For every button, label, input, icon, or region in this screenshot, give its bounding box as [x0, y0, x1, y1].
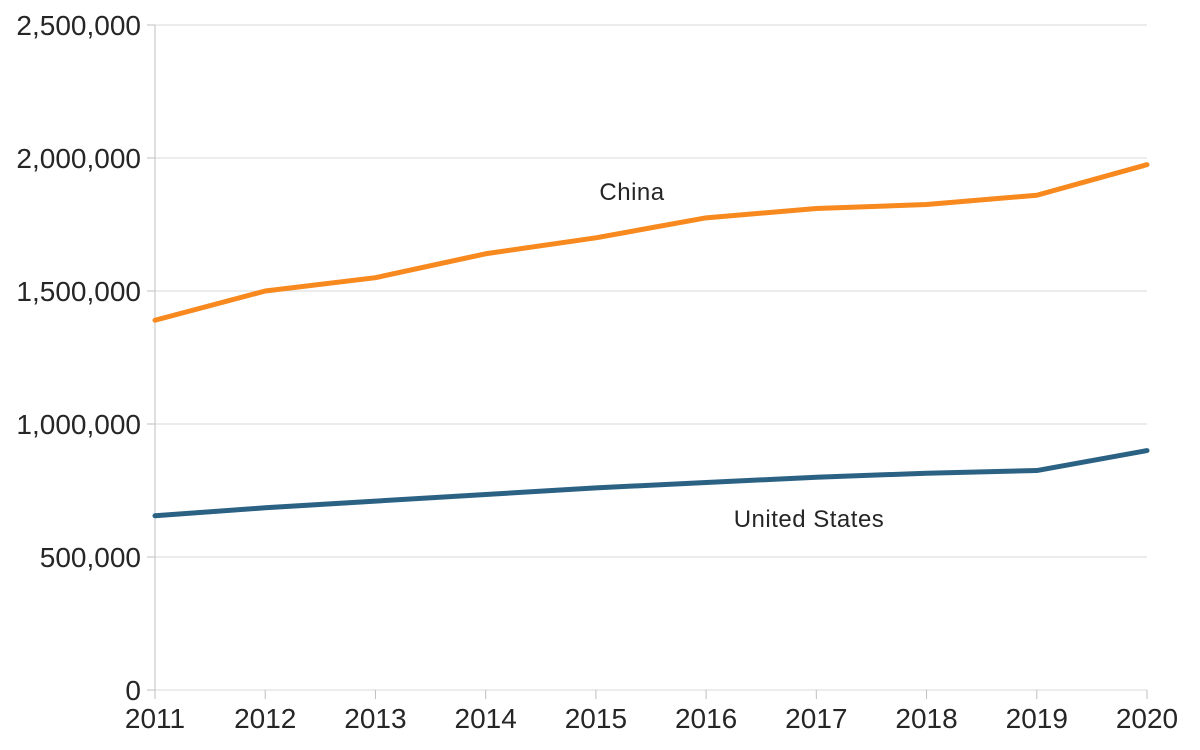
series-label-china: China: [599, 179, 665, 206]
x-axis-tick-label: 2013: [344, 703, 406, 734]
y-axis-tick-label: 2,500,000: [16, 10, 141, 41]
x-axis-tick-label: 2011: [125, 703, 185, 734]
y-axis-tick-label: 0: [125, 675, 141, 706]
x-axis-tick-label: 2012: [234, 703, 296, 734]
y-axis-tick-label: 500,000: [40, 542, 141, 573]
x-axis-tick-label: 2019: [1006, 703, 1068, 734]
x-axis-tick-label: 2018: [895, 703, 957, 734]
x-axis-tick-label: 2020: [1116, 703, 1178, 734]
y-axis-tick-label: 1,500,000: [16, 276, 141, 307]
series-line-united-states: [152, 448, 1150, 519]
x-axis-tick-label: 2015: [565, 703, 627, 734]
x-axis-tick-label: 2017: [785, 703, 847, 734]
x-axis-tick-label: 2014: [455, 703, 517, 734]
y-axis-tick-label: 2,000,000: [16, 143, 141, 174]
y-axis-tick-label: 1,000,000: [16, 409, 141, 440]
series-label-united-states: United States: [733, 506, 885, 533]
x-axis-tick-label: 2016: [675, 703, 737, 734]
series-line-china: [152, 162, 1150, 323]
